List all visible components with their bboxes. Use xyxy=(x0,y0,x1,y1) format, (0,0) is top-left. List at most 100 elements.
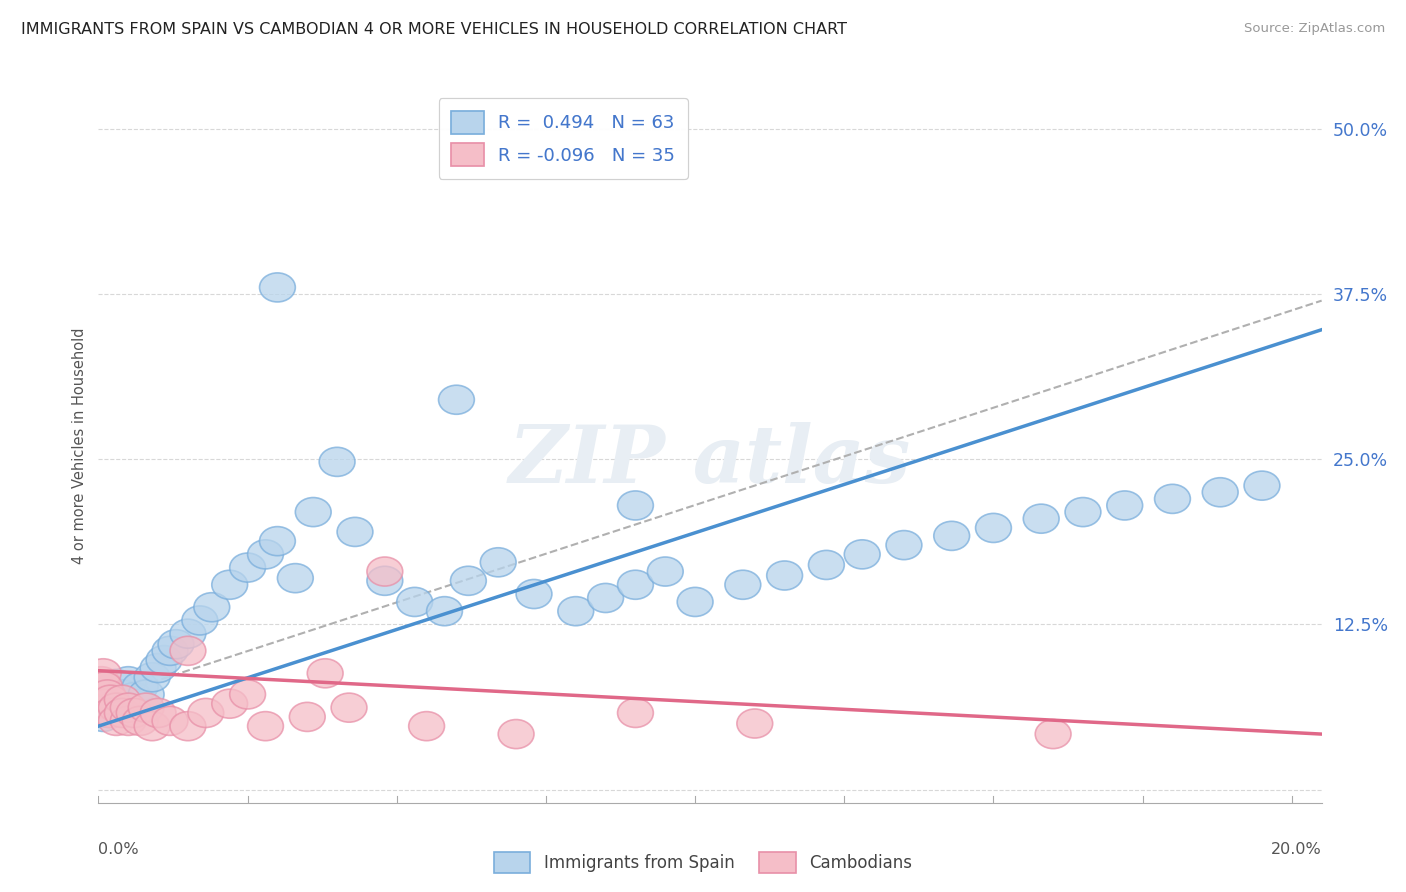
Ellipse shape xyxy=(110,666,146,696)
Text: 0.0%: 0.0% xyxy=(98,842,139,857)
Ellipse shape xyxy=(678,588,713,616)
Ellipse shape xyxy=(83,680,118,709)
Ellipse shape xyxy=(157,630,194,659)
Text: IMMIGRANTS FROM SPAIN VS CAMBODIAN 4 OR MORE VEHICLES IN HOUSEHOLD CORRELATION C: IMMIGRANTS FROM SPAIN VS CAMBODIAN 4 OR … xyxy=(21,22,846,37)
Ellipse shape xyxy=(110,706,146,735)
Ellipse shape xyxy=(1154,484,1191,514)
Ellipse shape xyxy=(308,659,343,688)
Ellipse shape xyxy=(498,720,534,748)
Ellipse shape xyxy=(516,580,553,608)
Ellipse shape xyxy=(93,685,128,714)
Ellipse shape xyxy=(98,706,134,735)
Ellipse shape xyxy=(90,680,127,709)
Ellipse shape xyxy=(122,690,157,718)
Ellipse shape xyxy=(844,540,880,569)
Ellipse shape xyxy=(117,698,152,728)
Ellipse shape xyxy=(647,557,683,586)
Ellipse shape xyxy=(1107,491,1143,520)
Ellipse shape xyxy=(91,698,127,728)
Ellipse shape xyxy=(737,709,773,738)
Ellipse shape xyxy=(229,553,266,582)
Ellipse shape xyxy=(83,698,118,728)
Ellipse shape xyxy=(194,592,229,622)
Ellipse shape xyxy=(86,702,121,731)
Ellipse shape xyxy=(450,566,486,595)
Ellipse shape xyxy=(188,698,224,728)
Ellipse shape xyxy=(152,706,188,735)
Ellipse shape xyxy=(87,682,122,712)
Ellipse shape xyxy=(247,712,284,740)
Ellipse shape xyxy=(934,521,970,550)
Ellipse shape xyxy=(409,712,444,740)
Ellipse shape xyxy=(87,672,122,701)
Ellipse shape xyxy=(247,540,284,569)
Legend: Immigrants from Spain, Cambodians: Immigrants from Spain, Cambodians xyxy=(486,846,920,880)
Ellipse shape xyxy=(98,693,134,723)
Ellipse shape xyxy=(367,566,402,595)
Ellipse shape xyxy=(104,680,141,709)
Ellipse shape xyxy=(396,588,433,616)
Ellipse shape xyxy=(295,498,332,526)
Ellipse shape xyxy=(134,663,170,692)
Ellipse shape xyxy=(617,698,654,728)
Ellipse shape xyxy=(87,690,124,718)
Ellipse shape xyxy=(146,646,181,674)
Ellipse shape xyxy=(426,597,463,625)
Ellipse shape xyxy=(122,672,157,701)
Ellipse shape xyxy=(98,693,134,723)
Ellipse shape xyxy=(170,712,205,740)
Ellipse shape xyxy=(1202,478,1239,507)
Ellipse shape xyxy=(1244,471,1279,500)
Text: Source: ZipAtlas.com: Source: ZipAtlas.com xyxy=(1244,22,1385,36)
Ellipse shape xyxy=(319,447,354,476)
Ellipse shape xyxy=(332,693,367,723)
Ellipse shape xyxy=(481,548,516,577)
Ellipse shape xyxy=(229,680,266,709)
Ellipse shape xyxy=(617,570,654,599)
Ellipse shape xyxy=(84,693,120,723)
Ellipse shape xyxy=(128,680,165,709)
Ellipse shape xyxy=(83,666,120,696)
Ellipse shape xyxy=(976,514,1011,542)
Ellipse shape xyxy=(104,685,141,714)
Ellipse shape xyxy=(104,698,141,728)
Ellipse shape xyxy=(152,636,188,665)
Ellipse shape xyxy=(170,636,205,665)
Text: ZIP atlas: ZIP atlas xyxy=(509,422,911,499)
Ellipse shape xyxy=(93,676,128,705)
Ellipse shape xyxy=(134,712,170,740)
Ellipse shape xyxy=(212,570,247,599)
Ellipse shape xyxy=(98,669,134,698)
Ellipse shape xyxy=(90,680,125,709)
Ellipse shape xyxy=(367,557,402,586)
Ellipse shape xyxy=(1024,504,1059,533)
Ellipse shape xyxy=(93,698,128,728)
Ellipse shape xyxy=(260,526,295,556)
Ellipse shape xyxy=(766,561,803,590)
Ellipse shape xyxy=(212,690,247,718)
Ellipse shape xyxy=(110,693,146,723)
Legend: R =  0.494   N = 63, R = -0.096   N = 35: R = 0.494 N = 63, R = -0.096 N = 35 xyxy=(439,98,688,179)
Ellipse shape xyxy=(260,273,295,302)
Ellipse shape xyxy=(104,685,141,714)
Ellipse shape xyxy=(86,659,121,688)
Ellipse shape xyxy=(290,702,325,731)
Ellipse shape xyxy=(122,706,157,735)
Ellipse shape xyxy=(558,597,593,625)
Ellipse shape xyxy=(337,517,373,547)
Ellipse shape xyxy=(181,606,218,635)
Ellipse shape xyxy=(588,583,623,613)
Ellipse shape xyxy=(886,531,922,559)
Ellipse shape xyxy=(725,570,761,599)
Ellipse shape xyxy=(87,690,124,718)
Ellipse shape xyxy=(808,550,844,580)
Ellipse shape xyxy=(439,385,474,414)
Ellipse shape xyxy=(1035,720,1071,748)
Ellipse shape xyxy=(277,564,314,592)
Ellipse shape xyxy=(117,682,152,712)
Ellipse shape xyxy=(141,654,176,682)
Ellipse shape xyxy=(141,698,176,728)
Ellipse shape xyxy=(128,693,165,723)
Ellipse shape xyxy=(1066,498,1101,526)
Y-axis label: 4 or more Vehicles in Household: 4 or more Vehicles in Household xyxy=(72,327,87,565)
